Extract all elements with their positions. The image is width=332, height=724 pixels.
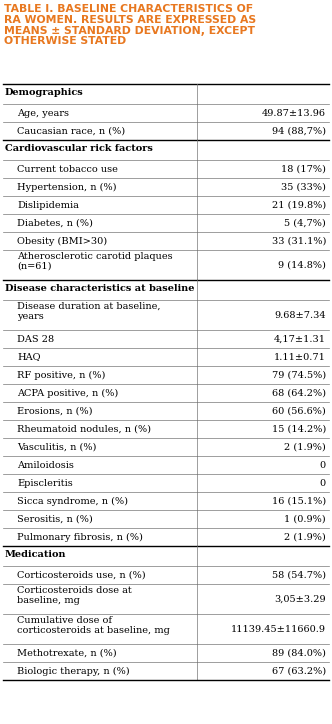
- Text: 21 (19.8%): 21 (19.8%): [272, 201, 326, 209]
- Text: Medication: Medication: [5, 550, 66, 559]
- Text: Sicca syndrome, n (%): Sicca syndrome, n (%): [17, 497, 128, 505]
- Text: Rheumatoid nodules, n (%): Rheumatoid nodules, n (%): [17, 424, 151, 434]
- Text: 67 (63.2%): 67 (63.2%): [272, 667, 326, 675]
- Text: 60 (56.6%): 60 (56.6%): [272, 406, 326, 416]
- Text: RA WOMEN. RESULTS ARE EXPRESSED AS: RA WOMEN. RESULTS ARE EXPRESSED AS: [4, 14, 256, 25]
- Text: Disease duration at baseline,: Disease duration at baseline,: [17, 302, 161, 311]
- Text: Atherosclerotic carotid plaques: Atherosclerotic carotid plaques: [17, 252, 173, 261]
- Text: Diabetes, n (%): Diabetes, n (%): [17, 219, 93, 227]
- Text: 11139.45±11660.9: 11139.45±11660.9: [231, 625, 326, 634]
- Text: 33 (31.1%): 33 (31.1%): [272, 237, 326, 245]
- Text: 58 (54.7%): 58 (54.7%): [272, 571, 326, 579]
- Text: years: years: [17, 312, 44, 321]
- Text: 49.87±13.96: 49.87±13.96: [262, 109, 326, 117]
- Text: TABLE I. BASELINE CHARACTERISTICS OF: TABLE I. BASELINE CHARACTERISTICS OF: [4, 4, 253, 14]
- Text: 2 (1.9%): 2 (1.9%): [284, 442, 326, 452]
- Text: 15 (14.2%): 15 (14.2%): [272, 424, 326, 434]
- Text: Current tobacco use: Current tobacco use: [17, 164, 118, 174]
- Text: 18 (17%): 18 (17%): [281, 164, 326, 174]
- Text: Erosions, n (%): Erosions, n (%): [17, 406, 93, 416]
- Text: Caucasian race, n (%): Caucasian race, n (%): [17, 127, 125, 135]
- Text: 9 (14.8%): 9 (14.8%): [278, 261, 326, 269]
- Text: Hypertension, n (%): Hypertension, n (%): [17, 182, 117, 192]
- Text: RF positive, n (%): RF positive, n (%): [17, 371, 106, 379]
- Text: 3,05±3.29: 3,05±3.29: [274, 594, 326, 604]
- Text: 2 (1.9%): 2 (1.9%): [284, 532, 326, 542]
- Text: ACPA positive, n (%): ACPA positive, n (%): [17, 389, 118, 397]
- Text: 0: 0: [320, 479, 326, 487]
- Text: 9.68±7.34: 9.68±7.34: [274, 311, 326, 319]
- Text: MEANS ± STANDARD DEVIATION, EXCEPT: MEANS ± STANDARD DEVIATION, EXCEPT: [4, 25, 255, 35]
- Text: 1.11±0.71: 1.11±0.71: [274, 353, 326, 361]
- Text: Cumulative dose of: Cumulative dose of: [17, 616, 112, 625]
- Text: HAQ: HAQ: [17, 353, 41, 361]
- Text: DAS 28: DAS 28: [17, 334, 54, 343]
- Text: Age, years: Age, years: [17, 109, 69, 117]
- Text: 68 (64.2%): 68 (64.2%): [272, 389, 326, 397]
- Text: Pulmonary fibrosis, n (%): Pulmonary fibrosis, n (%): [17, 532, 143, 542]
- Text: OTHERWISE STATED: OTHERWISE STATED: [4, 36, 126, 46]
- Text: (n=61): (n=61): [17, 262, 51, 271]
- Text: Cardiovascular rick factors: Cardiovascular rick factors: [5, 143, 153, 153]
- Text: Episcleritis: Episcleritis: [17, 479, 73, 487]
- Text: 5 (4,7%): 5 (4,7%): [284, 219, 326, 227]
- Text: Corticosteroids dose at: Corticosteroids dose at: [17, 586, 132, 595]
- Text: 16 (15.1%): 16 (15.1%): [272, 497, 326, 505]
- Text: 89 (84.0%): 89 (84.0%): [272, 649, 326, 657]
- Text: Vasculitis, n (%): Vasculitis, n (%): [17, 442, 96, 452]
- Text: 0: 0: [320, 460, 326, 469]
- Text: 94 (88,7%): 94 (88,7%): [272, 127, 326, 135]
- Text: Methotrexate, n (%): Methotrexate, n (%): [17, 649, 117, 657]
- Text: 1 (0.9%): 1 (0.9%): [285, 515, 326, 523]
- Text: Obesity (BMI>30): Obesity (BMI>30): [17, 237, 107, 245]
- Text: Corticosteroids use, n (%): Corticosteroids use, n (%): [17, 571, 146, 579]
- Text: Serositis, n (%): Serositis, n (%): [17, 515, 93, 523]
- Text: corticosteroids at baseline, mg: corticosteroids at baseline, mg: [17, 626, 170, 635]
- Text: baseline, mg: baseline, mg: [17, 596, 80, 605]
- Text: Biologic therapy, n (%): Biologic therapy, n (%): [17, 666, 130, 675]
- Text: Amiloidosis: Amiloidosis: [17, 460, 74, 469]
- Text: 35 (33%): 35 (33%): [281, 182, 326, 192]
- Text: Dislipidemia: Dislipidemia: [17, 201, 79, 209]
- Text: Disease characteristics at baseline: Disease characteristics at baseline: [5, 284, 195, 292]
- Text: 79 (74.5%): 79 (74.5%): [272, 371, 326, 379]
- Text: 4,17±1.31: 4,17±1.31: [274, 334, 326, 343]
- Text: Demographics: Demographics: [5, 88, 84, 96]
